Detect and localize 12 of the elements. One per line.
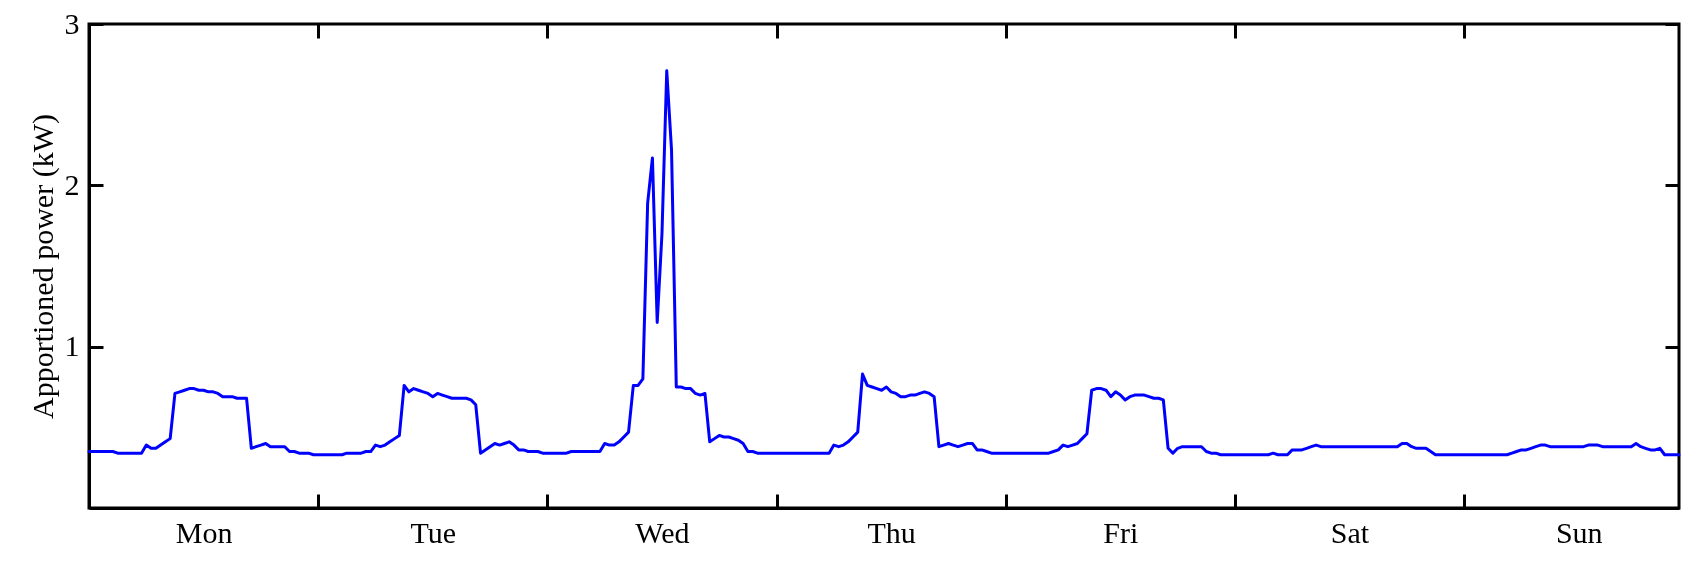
y-tick-label: 1 (64, 329, 80, 363)
x-tick-label: Sun (1555, 515, 1603, 549)
y-tick-label: 2 (64, 167, 80, 201)
y-axis-title: Apportioned power (kW) (25, 114, 60, 419)
x-tick-label: Tue (410, 515, 457, 549)
x-tick-label: Thu (867, 515, 916, 549)
x-tick-label: Fri (1103, 515, 1139, 549)
y-tick-label: 3 (64, 6, 80, 40)
x-tick-label: Wed (635, 515, 690, 549)
line-series (87, 69, 1681, 457)
x-tick-label: Mon (175, 515, 233, 549)
x-tick-label: Sat (1330, 515, 1370, 549)
